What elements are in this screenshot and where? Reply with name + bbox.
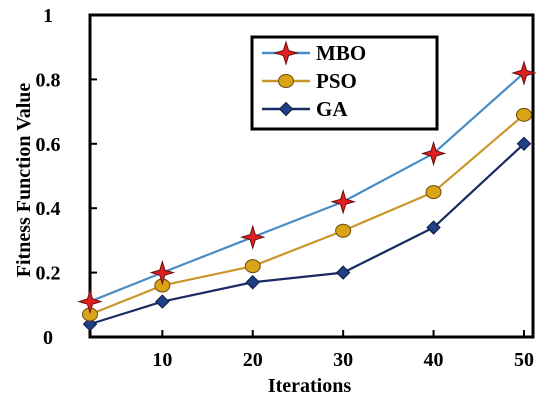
y-tick-label: 0.6 <box>36 134 61 156</box>
legend-item-ga: GA <box>262 97 348 121</box>
mbo-point-marker <box>149 259 176 286</box>
ga-point-marker <box>516 136 532 152</box>
ga-point-marker <box>278 101 294 117</box>
plot-frame <box>88 13 535 339</box>
x-tick-label: 20 <box>243 349 263 371</box>
mbo-point-marker <box>420 140 447 167</box>
pso-point-marker <box>278 74 294 88</box>
legend-item-mbo: MBO <box>262 40 366 66</box>
mbo-series <box>77 60 537 315</box>
pso-line <box>89 113 525 316</box>
y-tick-label: 0.2 <box>36 263 61 285</box>
mbo-point-marker <box>239 224 266 250</box>
pso-point-marker <box>244 259 261 274</box>
y-tick-label: 1 <box>43 5 53 27</box>
y-tick-label: 0.4 <box>36 198 61 220</box>
y-tick-label: 0.8 <box>36 69 61 91</box>
x-tick-label: 30 <box>333 349 353 371</box>
axes-layer: 0 0.2 0.4 0.6 0.8 1 10 20 30 40 50 Iterations Fitnes… <box>13 5 535 397</box>
pso-series <box>82 107 532 322</box>
mbo-point-marker <box>330 189 356 215</box>
ga-line <box>89 142 525 326</box>
mbo-point-marker <box>77 288 103 315</box>
ga-point-marker <box>426 220 441 235</box>
mbo-point-marker <box>511 60 537 86</box>
legend-item-pso: PSO <box>262 69 357 93</box>
ga-point-marker <box>335 265 351 280</box>
ga-point-marker <box>155 294 170 309</box>
series-layer <box>77 60 537 332</box>
legend-label: GA <box>316 97 348 121</box>
x-tick-label: 10 <box>152 349 172 371</box>
pso-point-marker <box>335 223 352 238</box>
y-tick-label: 0 <box>43 327 53 349</box>
ga-series <box>82 136 532 332</box>
legend: MBO PSO GA <box>250 35 439 131</box>
x-tick-label: 40 <box>424 349 444 371</box>
mbo-line <box>89 72 525 303</box>
ga-point-marker <box>245 275 260 290</box>
mbo-point-marker <box>273 40 299 66</box>
x-tick-label: 50 <box>514 349 534 371</box>
legend-label: PSO <box>316 69 357 93</box>
y-axis-title: Fitness Function Value <box>13 83 35 278</box>
legend-label: MBO <box>316 41 366 65</box>
pso-point-marker <box>515 107 532 122</box>
pso-point-marker <box>425 185 442 200</box>
x-axis-title: Iterations <box>268 375 352 397</box>
